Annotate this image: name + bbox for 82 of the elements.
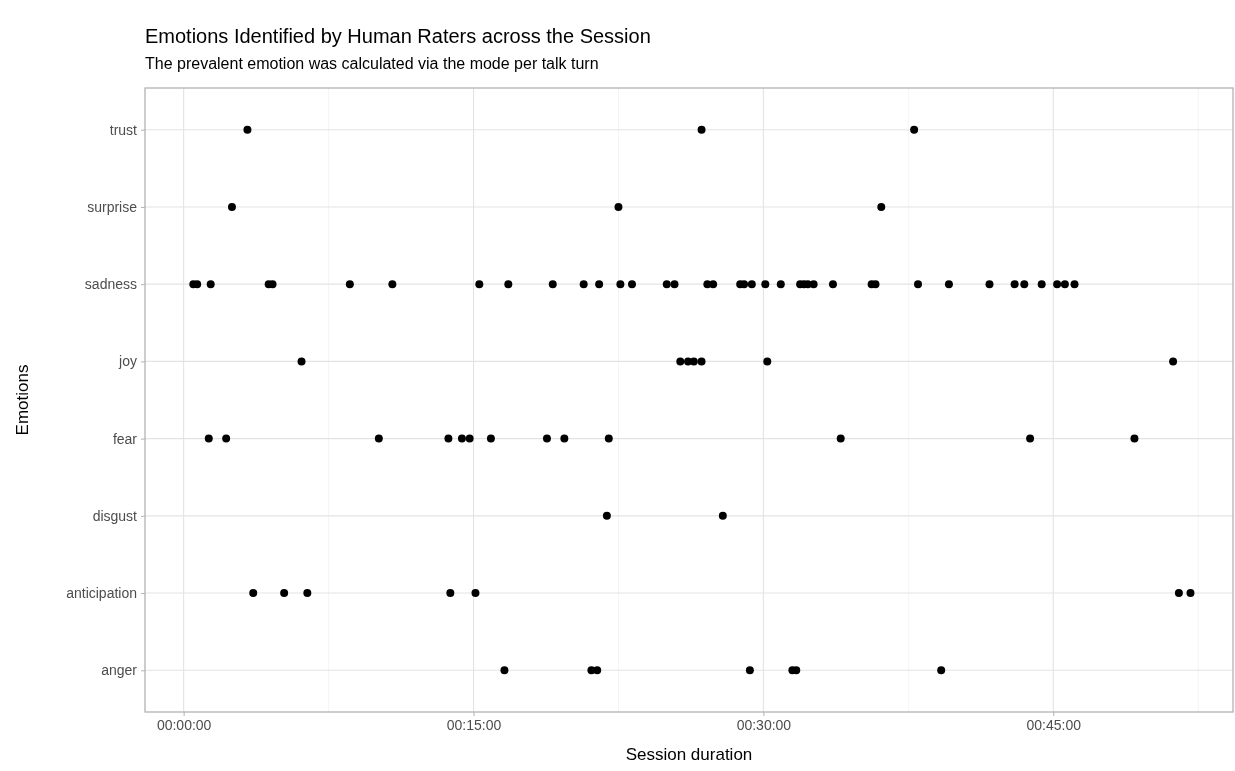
y-tick-label: surprise — [87, 198, 138, 215]
point — [709, 280, 718, 289]
point — [249, 589, 258, 598]
point — [761, 280, 770, 289]
y-tick-label: anger — [101, 662, 138, 679]
point — [1053, 280, 1062, 289]
point — [486, 434, 495, 443]
y-axis-title: Emotions — [13, 364, 32, 436]
x-tick-label: 00:30:00 — [736, 716, 792, 733]
point — [374, 434, 383, 443]
point — [1037, 280, 1046, 289]
point — [579, 280, 588, 289]
point — [280, 589, 289, 598]
point — [500, 666, 509, 675]
point — [614, 202, 623, 211]
point — [457, 434, 466, 443]
point — [1010, 280, 1019, 289]
point — [1186, 589, 1195, 598]
x-tick-label: 00:45:00 — [1026, 716, 1082, 733]
point — [465, 434, 474, 443]
point — [776, 280, 785, 289]
point — [836, 434, 845, 443]
point — [548, 280, 557, 289]
point — [944, 280, 953, 289]
point — [689, 357, 698, 366]
y-tick-label: sadness — [84, 276, 137, 293]
point — [297, 357, 306, 366]
point — [747, 280, 756, 289]
x-axis-title: Session duration — [625, 745, 753, 764]
point — [985, 280, 994, 289]
point — [595, 280, 604, 289]
chart-subtitle: The prevalent emotion was calculated via the mode per talk turn — [145, 55, 599, 72]
point — [243, 125, 252, 134]
point — [593, 666, 602, 675]
point — [1060, 280, 1069, 289]
point — [1169, 357, 1178, 366]
y-tick-label: anticipation — [66, 585, 137, 602]
point — [740, 280, 749, 289]
point — [828, 280, 837, 289]
x-tick-label: 00:15:00 — [446, 716, 502, 733]
y-tick-label: joy — [118, 353, 137, 370]
point — [763, 357, 772, 366]
point — [616, 280, 625, 289]
point — [303, 589, 312, 598]
point — [206, 280, 215, 289]
point — [560, 434, 569, 443]
point — [697, 357, 706, 366]
point — [604, 434, 613, 443]
point — [1020, 280, 1029, 289]
point — [877, 202, 886, 211]
point — [914, 280, 922, 289]
point — [602, 511, 611, 520]
point — [444, 434, 453, 443]
point — [471, 589, 480, 598]
point — [937, 666, 946, 675]
chart-title: Emotions Identified by Human Raters across the Session — [145, 25, 651, 47]
point — [697, 125, 706, 134]
y-tick-label: trust — [109, 121, 138, 138]
point — [446, 589, 455, 598]
point — [475, 280, 484, 289]
point — [542, 434, 551, 443]
point — [745, 666, 754, 675]
point — [1070, 280, 1079, 289]
point — [345, 280, 354, 289]
point — [670, 280, 679, 289]
point — [1130, 434, 1139, 443]
y-tick-label: disgust — [92, 507, 138, 524]
point — [388, 280, 397, 289]
point — [1174, 589, 1183, 598]
point — [628, 280, 636, 289]
point — [1026, 434, 1035, 443]
point — [222, 434, 231, 443]
point — [676, 357, 685, 366]
point — [809, 280, 818, 289]
point — [718, 511, 727, 520]
point — [204, 434, 213, 443]
point — [662, 280, 671, 289]
point — [504, 280, 513, 289]
y-tick-label: fear — [112, 430, 138, 447]
point — [227, 202, 236, 211]
point — [910, 125, 919, 134]
x-tick-label: 00:00:00 — [156, 716, 212, 733]
